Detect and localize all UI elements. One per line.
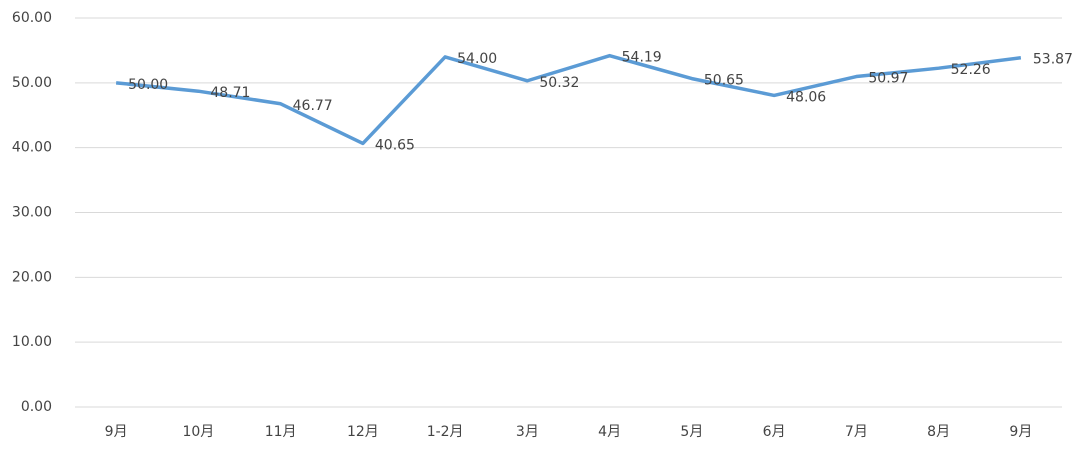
data-label: 46.77 <box>293 98 333 114</box>
data-label: 50.65 <box>704 73 744 89</box>
x-tick-label: 12月 <box>347 424 379 440</box>
x-tick-label: 4月 <box>598 424 621 440</box>
x-tick-label: 9月 <box>1009 424 1032 440</box>
data-label: 48.71 <box>210 85 250 101</box>
y-tick-label: 20.00 <box>12 269 52 285</box>
x-tick-label: 10月 <box>182 424 214 440</box>
y-tick-label: 50.00 <box>12 75 52 91</box>
x-tick-label: 9月 <box>105 424 128 440</box>
x-tick-label: 6月 <box>763 424 786 440</box>
data-label: 50.00 <box>128 77 168 93</box>
y-tick-label: 60.00 <box>12 10 52 26</box>
data-label: 48.06 <box>786 89 826 105</box>
x-tick-label: 3月 <box>516 424 539 440</box>
x-tick-label: 11月 <box>265 424 297 440</box>
x-tick-label: 5月 <box>680 424 703 440</box>
data-label: 50.32 <box>539 75 579 91</box>
data-label: 54.00 <box>457 51 497 67</box>
x-tick-label: 7月 <box>845 424 868 440</box>
x-tick-label: 1-2月 <box>427 424 464 440</box>
data-label: 53.87 <box>1033 52 1073 68</box>
data-label: 40.65 <box>375 137 415 153</box>
data-label: 50.97 <box>868 71 908 87</box>
data-label: 52.26 <box>951 62 991 78</box>
y-tick-label: 0.00 <box>21 399 52 415</box>
data-label: 54.19 <box>622 50 662 66</box>
y-tick-label: 10.00 <box>12 334 52 350</box>
data-line <box>115 53 1022 146</box>
y-tick-label: 40.00 <box>12 140 52 156</box>
y-tick-label: 30.00 <box>12 205 52 221</box>
x-tick-label: 8月 <box>927 424 950 440</box>
